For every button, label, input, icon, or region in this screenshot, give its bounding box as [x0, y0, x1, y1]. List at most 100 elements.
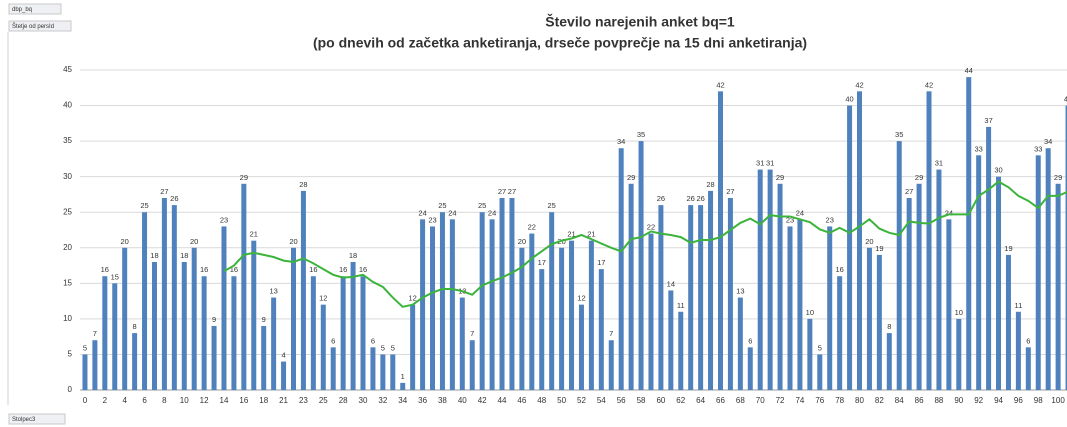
data-label: 4 [281, 351, 285, 360]
data-label: 7 [470, 329, 474, 338]
bar [430, 226, 436, 390]
bar [727, 198, 733, 390]
y-tick-label: 25 [63, 207, 72, 216]
bar [837, 276, 843, 390]
bar [320, 304, 326, 390]
data-label: 5 [818, 343, 822, 352]
x-tick-label: 16 [239, 396, 248, 405]
bar [191, 247, 197, 390]
bar [886, 333, 892, 390]
x-tick-label: 28 [339, 396, 348, 405]
bar [628, 183, 634, 390]
data-label: 24 [418, 208, 426, 217]
bar [519, 247, 525, 390]
data-label: 16 [359, 265, 367, 274]
bar [986, 126, 992, 390]
bar [906, 198, 912, 390]
data-label: 6 [748, 336, 752, 345]
bar [390, 354, 396, 390]
bar [499, 198, 505, 390]
bar [112, 283, 118, 390]
data-label: 26 [170, 194, 178, 203]
bar [569, 240, 575, 390]
data-label: 23 [428, 215, 436, 224]
bar [151, 262, 157, 390]
y-tick-label: 5 [68, 350, 73, 359]
bar [688, 205, 694, 390]
x-tick-label: 62 [676, 396, 685, 405]
bar [638, 141, 644, 390]
data-label: 29 [1054, 173, 1062, 182]
bar [102, 276, 108, 390]
field-button[interactable] [8, 3, 62, 15]
bar [400, 382, 406, 390]
bar [598, 269, 604, 390]
data-label: 27 [905, 187, 913, 196]
bar [658, 205, 664, 390]
data-label: 27 [726, 187, 734, 196]
data-label: 29 [627, 173, 635, 182]
data-label: 37 [984, 116, 992, 125]
x-tick-label: 30 [359, 396, 368, 405]
y-tick-label: 35 [63, 136, 72, 145]
bar [896, 141, 902, 390]
bar [648, 233, 654, 390]
chart-title: Število narejenih anket bq=1 [545, 13, 735, 30]
bar [946, 219, 952, 390]
x-tick-label: 14 [220, 396, 229, 405]
bar [1065, 105, 1067, 391]
data-label: 33 [1034, 144, 1042, 153]
field-button[interactable] [8, 413, 66, 425]
data-label: 14 [667, 279, 675, 288]
bar [420, 219, 426, 390]
bar [92, 340, 98, 390]
bar [132, 333, 138, 390]
x-tick-label: 96 [1014, 396, 1023, 405]
data-label: 27 [498, 187, 506, 196]
field-button-label: Stolpec3 [12, 417, 36, 423]
bar [221, 226, 227, 390]
x-tick-label: 25 [319, 396, 328, 405]
data-label: 29 [776, 173, 784, 182]
data-label: 13 [269, 287, 277, 296]
x-tick-label: 32 [378, 396, 387, 405]
field-button[interactable] [8, 20, 72, 32]
bar [936, 169, 942, 390]
bar [678, 311, 684, 390]
bar [449, 219, 455, 390]
data-label: 25 [438, 201, 446, 210]
data-label: 16 [309, 265, 317, 274]
x-tick-label: 74 [795, 396, 804, 405]
bar [767, 169, 773, 390]
data-label: 7 [93, 329, 97, 338]
x-tick-label: 68 [736, 396, 745, 405]
bar [797, 219, 803, 390]
y-tick-label: 0 [68, 385, 73, 394]
x-tick-label: 38 [438, 396, 447, 405]
data-label: 6 [331, 336, 335, 345]
data-label: 33 [974, 144, 982, 153]
data-label: 16 [339, 265, 347, 274]
field-button-label: dbp_bq [12, 7, 32, 13]
data-label: 31 [766, 159, 774, 168]
y-tick-label: 40 [63, 101, 72, 110]
bar [241, 183, 247, 390]
bar [916, 183, 922, 390]
x-tick-label: 80 [855, 396, 864, 405]
x-tick-label: 52 [577, 396, 586, 405]
x-tick-label: 44 [498, 396, 507, 405]
bar [608, 340, 614, 390]
data-label: 12 [408, 294, 416, 303]
data-label: 19 [1004, 244, 1012, 253]
bar [559, 247, 565, 390]
bar [668, 290, 674, 390]
bar [142, 212, 148, 390]
data-label: 40 [1064, 95, 1067, 104]
data-label: 34 [617, 137, 625, 146]
x-tick-label: 78 [835, 396, 844, 405]
data-label: 12 [319, 294, 327, 303]
data-label: 20 [121, 237, 129, 246]
bar [261, 326, 267, 390]
bar [807, 318, 813, 390]
